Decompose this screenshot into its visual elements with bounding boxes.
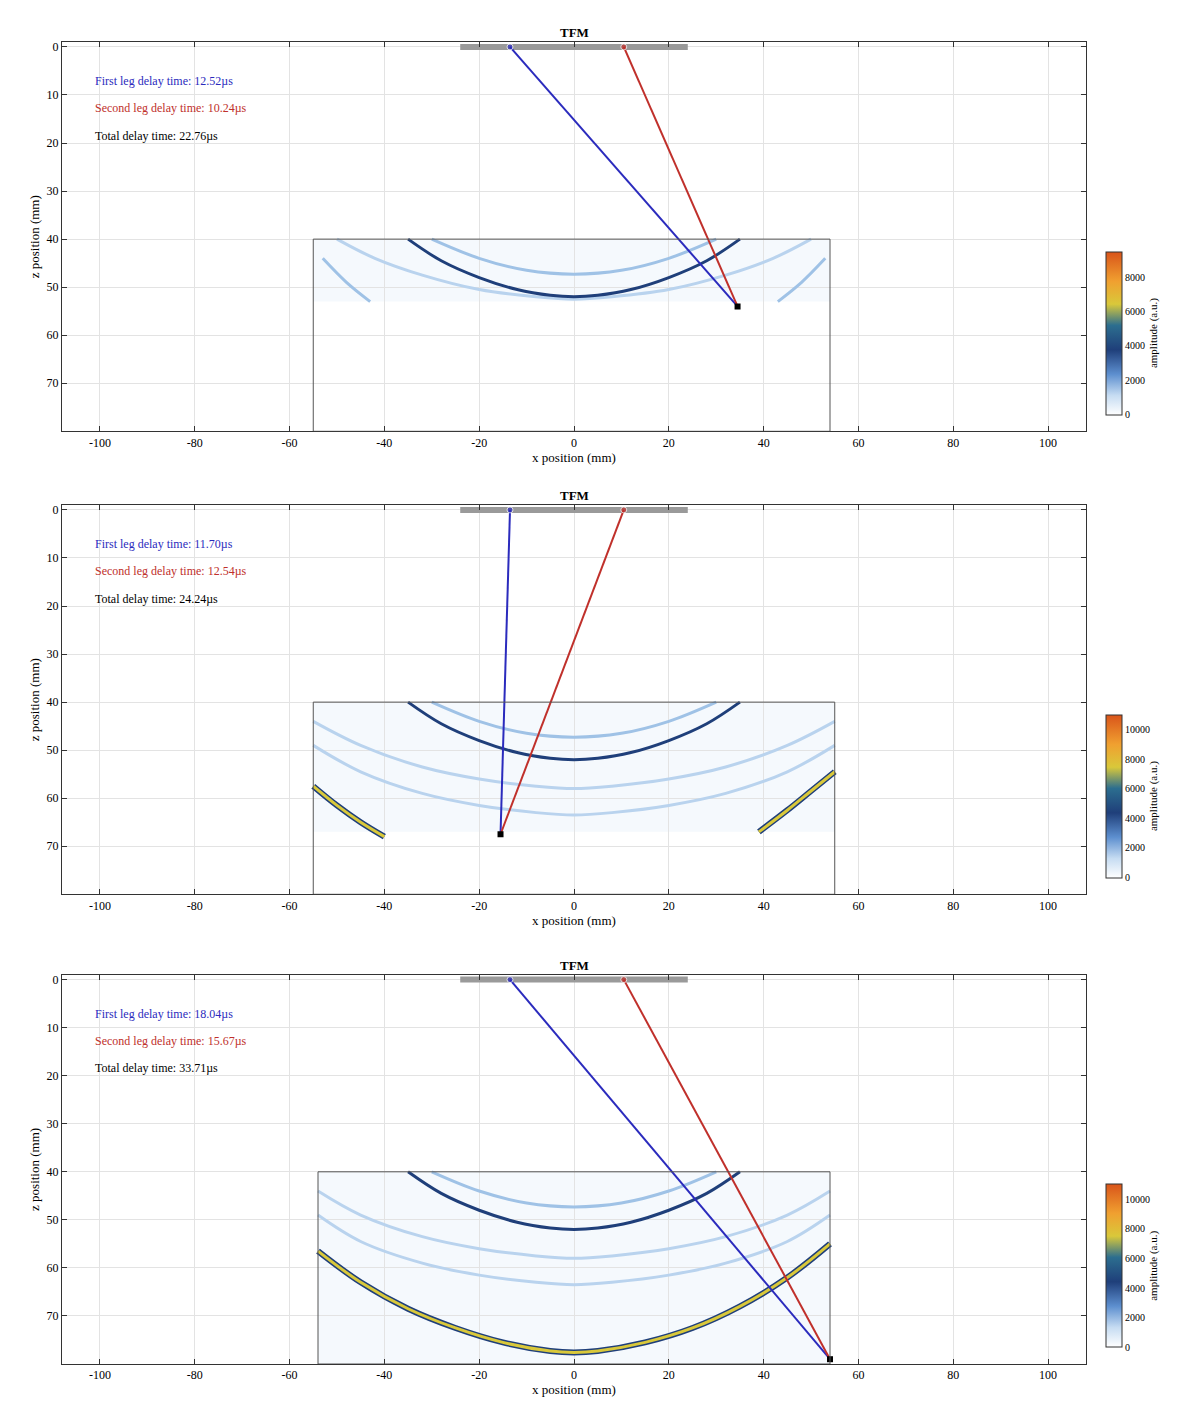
svg-text:-60: -60	[282, 899, 298, 913]
svg-text:40: 40	[758, 899, 770, 913]
svg-text:-60: -60	[282, 1368, 298, 1382]
svg-text:40: 40	[47, 232, 59, 246]
svg-text:10: 10	[47, 88, 59, 102]
svg-text:z position (mm): z position (mm)	[27, 1128, 42, 1211]
svg-text:-20: -20	[471, 436, 487, 450]
svg-text:TFM: TFM	[560, 25, 589, 40]
svg-text:2000: 2000	[1125, 1312, 1145, 1323]
svg-text:0: 0	[1125, 409, 1130, 420]
svg-text:70: 70	[47, 839, 59, 853]
svg-text:100: 100	[1039, 1368, 1057, 1382]
svg-text:-80: -80	[187, 1368, 203, 1382]
svg-text:x position (mm): x position (mm)	[532, 450, 616, 465]
svg-text:30: 30	[47, 647, 59, 661]
svg-text:Total delay time: 33.71µs: Total delay time: 33.71µs	[95, 1061, 218, 1075]
svg-text:70: 70	[47, 376, 59, 390]
svg-text:50: 50	[47, 280, 59, 294]
svg-text:40: 40	[758, 436, 770, 450]
svg-text:0: 0	[53, 503, 59, 517]
svg-text:amplitude (a.u.): amplitude (a.u.)	[1147, 761, 1160, 831]
svg-text:20: 20	[47, 136, 59, 150]
svg-text:60: 60	[852, 436, 864, 450]
svg-text:60: 60	[47, 791, 59, 805]
svg-text:60: 60	[852, 1368, 864, 1382]
svg-text:Second leg delay time: 12.54µs: Second leg delay time: 12.54µs	[95, 564, 247, 578]
svg-text:0: 0	[571, 436, 577, 450]
svg-text:-100: -100	[89, 899, 111, 913]
svg-text:80: 80	[947, 899, 959, 913]
svg-text:40: 40	[47, 695, 59, 709]
svg-text:30: 30	[47, 1117, 59, 1131]
svg-text:40: 40	[758, 1368, 770, 1382]
svg-text:60: 60	[47, 1261, 59, 1275]
svg-text:First leg delay time: 11.70µs: First leg delay time: 11.70µs	[95, 537, 233, 551]
svg-text:2000: 2000	[1125, 375, 1145, 386]
svg-text:20: 20	[47, 1069, 59, 1083]
svg-text:6000: 6000	[1125, 306, 1145, 317]
svg-text:20: 20	[663, 436, 675, 450]
svg-text:4000: 4000	[1125, 813, 1145, 824]
svg-text:0: 0	[1125, 1342, 1130, 1353]
svg-text:0: 0	[571, 899, 577, 913]
svg-text:100: 100	[1039, 436, 1057, 450]
svg-text:-60: -60	[282, 436, 298, 450]
svg-text:First leg delay time: 12.52µs: First leg delay time: 12.52µs	[95, 74, 233, 88]
svg-text:0: 0	[53, 40, 59, 54]
svg-text:Total delay time: 24.24µs: Total delay time: 24.24µs	[95, 592, 218, 606]
svg-text:8000: 8000	[1125, 754, 1145, 765]
svg-text:20: 20	[663, 899, 675, 913]
svg-text:70: 70	[47, 1309, 59, 1323]
svg-text:amplitude (a.u.): amplitude (a.u.)	[1147, 298, 1160, 368]
svg-text:Second leg delay time: 10.24µs: Second leg delay time: 10.24µs	[95, 101, 247, 115]
svg-text:80: 80	[947, 436, 959, 450]
svg-text:20: 20	[47, 599, 59, 613]
svg-text:4000: 4000	[1125, 340, 1145, 351]
svg-text:First leg delay time: 18.04µs: First leg delay time: 18.04µs	[95, 1007, 233, 1021]
svg-text:10000: 10000	[1125, 1194, 1150, 1205]
svg-text:6000: 6000	[1125, 783, 1145, 794]
svg-text:-80: -80	[187, 899, 203, 913]
svg-text:-20: -20	[471, 899, 487, 913]
svg-text:0: 0	[1125, 872, 1130, 883]
svg-text:50: 50	[47, 743, 59, 757]
svg-text:40: 40	[47, 1165, 59, 1179]
svg-text:8000: 8000	[1125, 1223, 1145, 1234]
svg-text:30: 30	[47, 184, 59, 198]
svg-text:60: 60	[47, 328, 59, 342]
svg-text:10: 10	[47, 551, 59, 565]
svg-text:80: 80	[947, 1368, 959, 1382]
svg-text:50: 50	[47, 1213, 59, 1227]
svg-text:10: 10	[47, 1021, 59, 1035]
svg-text:x position (mm): x position (mm)	[532, 1382, 616, 1397]
svg-text:-40: -40	[376, 1368, 392, 1382]
svg-text:Total delay time: 22.76µs: Total delay time: 22.76µs	[95, 129, 218, 143]
svg-text:-100: -100	[89, 436, 111, 450]
svg-text:60: 60	[852, 899, 864, 913]
svg-text:x position (mm): x position (mm)	[532, 913, 616, 928]
svg-text:-40: -40	[376, 899, 392, 913]
svg-text:0: 0	[571, 1368, 577, 1382]
svg-text:8000: 8000	[1125, 272, 1145, 283]
svg-text:-40: -40	[376, 436, 392, 450]
svg-text:10000: 10000	[1125, 724, 1150, 735]
svg-text:TFM: TFM	[560, 958, 589, 973]
svg-text:4000: 4000	[1125, 1283, 1145, 1294]
svg-text:Second leg delay time: 15.67µs: Second leg delay time: 15.67µs	[95, 1034, 247, 1048]
svg-text:z position (mm): z position (mm)	[27, 195, 42, 278]
svg-text:-20: -20	[471, 1368, 487, 1382]
svg-text:amplitude (a.u.): amplitude (a.u.)	[1147, 1230, 1160, 1300]
svg-text:20: 20	[663, 1368, 675, 1382]
svg-text:0: 0	[53, 973, 59, 987]
svg-text:2000: 2000	[1125, 842, 1145, 853]
svg-text:TFM: TFM	[560, 488, 589, 503]
svg-text:100: 100	[1039, 899, 1057, 913]
svg-text:z position (mm): z position (mm)	[27, 658, 42, 741]
svg-text:6000: 6000	[1125, 1253, 1145, 1264]
svg-text:-80: -80	[187, 436, 203, 450]
svg-text:-100: -100	[89, 1368, 111, 1382]
